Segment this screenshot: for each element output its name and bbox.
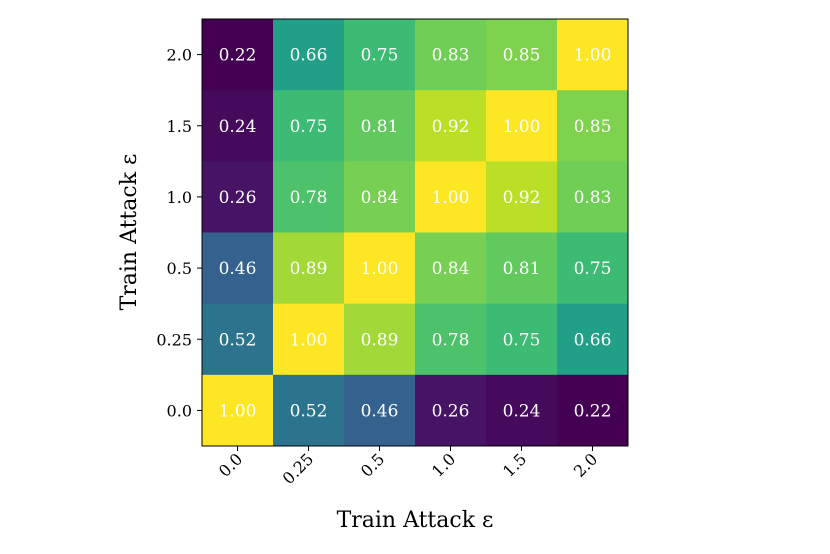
y-tick-label: 1.0: [167, 188, 192, 207]
heatmap-cell: [557, 303, 629, 376]
heatmap-cell: [486, 303, 558, 376]
cell-value-label: 0.81: [361, 117, 399, 137]
cell-value-label: 0.52: [290, 401, 328, 421]
cell-value-label: 0.46: [219, 259, 257, 279]
heatmap-cell: [344, 303, 416, 376]
cell-value-label: 0.84: [432, 259, 470, 279]
cell-value-label: 0.75: [574, 259, 612, 279]
heatmap-cell: [557, 90, 629, 162]
heatmap-cell: [202, 232, 274, 305]
y-tick-label: 0.0: [167, 401, 192, 420]
heatmap-cell: [415, 232, 487, 305]
heatmap-cell: [415, 19, 487, 91]
heatmap-cell: [486, 90, 558, 162]
y-axis-ticks: 2.0 1.5 1.0 0.5 0.25 0.0: [156, 46, 202, 420]
cell-value-label: 0.75: [361, 46, 399, 66]
x-tick-label: 2.0: [570, 449, 601, 480]
heatmap-cell: [202, 303, 274, 376]
heatmap-cell: [486, 19, 558, 91]
cell-value-label: 1.00: [290, 330, 328, 350]
heatmap-cell: [415, 161, 487, 233]
heatmap-cell: [557, 374, 629, 447]
heatmap-cell: [202, 374, 274, 447]
cell-value-label: 0.83: [432, 46, 470, 66]
cell-value-label: 0.78: [290, 188, 328, 208]
heatmap-cell: [202, 90, 274, 162]
heatmap-cell: [273, 90, 345, 162]
cell-value-label: 0.92: [432, 117, 470, 137]
heatmap-cell: [415, 303, 487, 376]
heatmap-cell: [557, 19, 629, 91]
y-tick-label: 1.5: [167, 117, 192, 136]
heatmap-cell: [344, 161, 416, 233]
cell-value-label: 0.24: [219, 117, 257, 137]
heatmap-cell: [273, 161, 345, 233]
heatmap-cell: [273, 232, 345, 305]
y-tick-label: 2.0: [167, 46, 192, 65]
cell-value-label: 0.85: [503, 46, 541, 66]
heatmap-cell: [273, 19, 345, 91]
cell-value-label: 0.46: [361, 401, 399, 421]
x-axis-label: Train Attack ε: [337, 508, 494, 533]
heatmap-cell: [415, 374, 487, 447]
cell-value-label: 0.26: [219, 188, 257, 208]
x-axis-ticks: 0.0 0.25 0.5 1.0 1.5 2.0: [215, 446, 601, 488]
heatmap-cell: [557, 161, 629, 233]
cell-value-label: 0.84: [361, 188, 399, 208]
cell-value-label: 0.66: [574, 330, 612, 350]
heatmap-cell: [486, 232, 558, 305]
cell-value-label: 0.26: [432, 401, 470, 421]
cell-value-label: 0.24: [503, 401, 541, 421]
y-axis-label: Train Attack ε: [117, 154, 142, 311]
heatmap-cell: [557, 232, 629, 305]
cell-value-label: 1.00: [574, 46, 612, 66]
heatmap-cell: [202, 161, 274, 233]
x-tick-label: 1.5: [499, 449, 530, 480]
cell-value-label: 0.75: [503, 330, 541, 350]
plot-frame: [201, 18, 629, 447]
y-tick-label: 0.25: [156, 330, 192, 349]
x-tick-label: 0.5: [357, 449, 388, 480]
heatmap-cell: [486, 161, 558, 233]
cell-value-label: 0.81: [503, 259, 541, 279]
cell-value-label: 0.85: [574, 117, 612, 137]
heatmap-cells: 0.22 0.66 0.75 0.83 0.85 1.00 0.24 0.75 0.81 0.92…: [202, 19, 629, 447]
cell-value-label: 1.00: [361, 259, 399, 279]
cell-value-label: 1.00: [432, 188, 470, 208]
heatmap-cell: [344, 19, 416, 91]
cell-value-label: 0.22: [219, 46, 257, 66]
heatmap-cell: [344, 374, 416, 447]
cell-value-label: 1.00: [219, 401, 257, 421]
cell-value-label: 0.22: [574, 401, 612, 421]
cell-value-label: 0.92: [503, 188, 541, 208]
x-tick-label: 1.0: [428, 449, 459, 480]
heatmap-cell: [273, 303, 345, 376]
cell-value-label: 0.89: [361, 330, 399, 350]
heatmap-cell: [273, 374, 345, 447]
x-tick-label: 0.25: [279, 449, 318, 488]
cell-value-label: 1.00: [503, 117, 541, 137]
y-tick-label: 0.5: [167, 259, 192, 278]
cell-value-label: 0.89: [290, 259, 328, 279]
heatmap-cell: [486, 374, 558, 447]
cell-value-label: 0.78: [432, 330, 470, 350]
heatmap-cell: [415, 90, 487, 162]
heatmap-cell: [202, 19, 274, 91]
cell-value-label: 0.66: [290, 46, 328, 66]
x-tick-label: 0.0: [215, 449, 246, 480]
heatmap-cell: [344, 232, 416, 305]
cell-value-label: 0.83: [574, 188, 612, 208]
cell-value-label: 0.52: [219, 330, 257, 350]
cell-value-label: 0.75: [290, 117, 328, 137]
heatmap-cell: [344, 90, 416, 162]
